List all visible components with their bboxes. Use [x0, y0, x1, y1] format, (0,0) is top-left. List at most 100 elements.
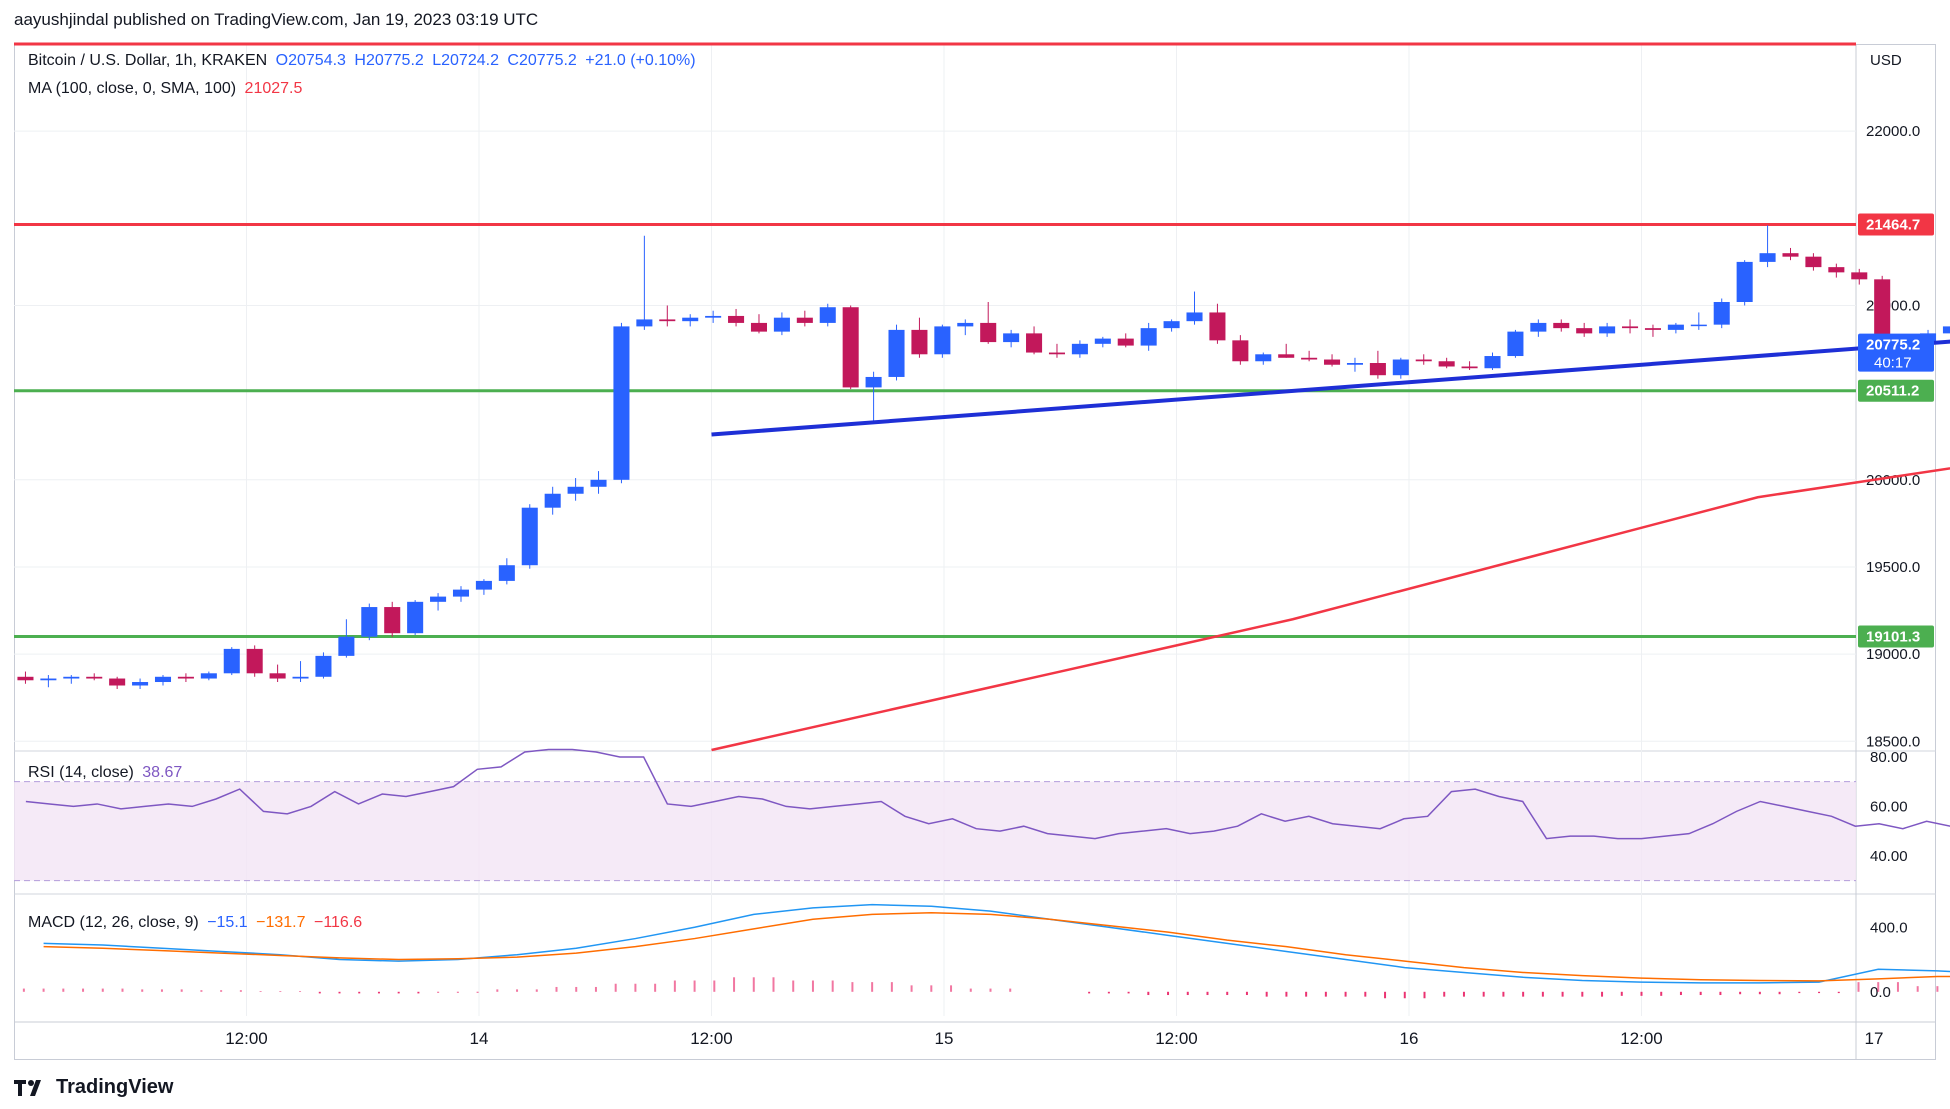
candle-body[interactable]: [590, 479, 607, 487]
symbol-name[interactable]: Bitcoin / U.S. Dollar, 1h, KRAKEN: [28, 52, 268, 69]
candle-body[interactable]: [1942, 326, 1950, 334]
brand-name[interactable]: TradingView: [56, 1076, 174, 1098]
price-axis-label-text: 21464.7: [1866, 216, 1920, 233]
candle-body[interactable]: [430, 596, 447, 602]
candle-body[interactable]: [498, 565, 515, 581]
candle-body[interactable]: [338, 636, 355, 656]
candle-body[interactable]: [384, 607, 401, 634]
candle-body[interactable]: [1026, 333, 1043, 353]
candle-body[interactable]: [888, 329, 905, 377]
candle-body[interactable]: [1874, 279, 1891, 348]
candle-body[interactable]: [246, 648, 263, 674]
candle-body[interactable]: [17, 676, 34, 681]
candle-body[interactable]: [1599, 326, 1616, 334]
candle-body[interactable]: [1003, 333, 1020, 343]
candle-body[interactable]: [842, 307, 859, 388]
candle-body[interactable]: [109, 678, 126, 686]
candle-body[interactable]: [911, 329, 928, 355]
candle-body[interactable]: [1461, 366, 1478, 369]
candle-body[interactable]: [1346, 363, 1363, 365]
candle-body[interactable]: [1278, 354, 1295, 358]
candle-body[interactable]: [223, 648, 240, 674]
candle-body[interactable]: [1392, 359, 1409, 376]
candle-body[interactable]: [200, 673, 217, 679]
candle-body[interactable]: [934, 326, 951, 355]
candle-body[interactable]: [1713, 301, 1730, 325]
candle-body[interactable]: [1232, 340, 1249, 362]
candle-body[interactable]: [1117, 338, 1134, 346]
candle-body[interactable]: [315, 655, 332, 677]
candle-body[interactable]: [728, 315, 745, 323]
candle-body[interactable]: [1255, 354, 1272, 362]
candle-body[interactable]: [1667, 324, 1684, 330]
rsi-line[interactable]: [25, 748, 1950, 869]
candle-body[interactable]: [1507, 331, 1524, 357]
candle-body[interactable]: [292, 676, 309, 679]
candle-body[interactable]: [1369, 363, 1386, 376]
candle-body[interactable]: [705, 315, 722, 318]
candle-body[interactable]: [40, 678, 57, 681]
candle-body[interactable]: [567, 486, 584, 494]
candle-body[interactable]: [63, 676, 80, 679]
candle-body[interactable]: [1324, 359, 1341, 365]
candle-body[interactable]: [819, 307, 836, 323]
candle-body[interactable]: [659, 319, 676, 322]
candle-body[interactable]: [1576, 328, 1593, 334]
candle-body[interactable]: [1782, 253, 1799, 257]
price-axis-label-text: 20775.2: [1866, 337, 1920, 354]
candle-body[interactable]: [154, 676, 172, 683]
candle-body[interactable]: [475, 580, 492, 590]
macd-signal-line[interactable]: [43, 911, 1950, 995]
candle-body[interactable]: [1163, 321, 1180, 329]
candle-body[interactable]: [613, 326, 630, 480]
candle-body[interactable]: [682, 317, 699, 322]
candle-body[interactable]: [1644, 328, 1661, 330]
candle-body[interactable]: [1484, 356, 1501, 369]
candle-body[interactable]: [1301, 357, 1318, 360]
price-axis-label[interactable]: [1858, 625, 1934, 648]
candle-body[interactable]: [1851, 272, 1868, 280]
candle-body[interactable]: [521, 507, 538, 566]
ma-line[interactable]: [711, 302, 1950, 752]
candle-body[interactable]: [796, 317, 813, 323]
candle-body[interactable]: [361, 607, 378, 637]
macd-value-2: −131.7: [256, 914, 306, 931]
candle-body[interactable]: [86, 676, 103, 679]
candle-body[interactable]: [269, 673, 286, 679]
candle-body[interactable]: [1759, 253, 1776, 262]
candle-body[interactable]: [177, 676, 194, 679]
candle-body[interactable]: [1805, 256, 1822, 268]
price-axis-label[interactable]: [1858, 213, 1934, 236]
ma-label[interactable]: MA (100, close, 0, SMA, 100): [28, 80, 237, 97]
rsi-label[interactable]: RSI (14, close): [28, 764, 134, 781]
macd-line[interactable]: [43, 903, 1950, 999]
candle-body[interactable]: [1553, 322, 1570, 329]
candle-body[interactable]: [1186, 312, 1203, 322]
candle-body[interactable]: [980, 322, 997, 343]
candle-body[interactable]: [1736, 261, 1753, 302]
candle-body[interactable]: [1622, 326, 1639, 329]
candle-body[interactable]: [132, 682, 149, 686]
price-axis-label[interactable]: [1858, 379, 1934, 402]
candle-body[interactable]: [773, 317, 790, 332]
candle-body[interactable]: [636, 319, 653, 327]
candle-body[interactable]: [407, 601, 424, 634]
price-axis-label[interactable]: [1858, 333, 1934, 372]
candle-body[interactable]: [1530, 322, 1547, 332]
candle-body[interactable]: [1209, 312, 1226, 341]
candle-body[interactable]: [1094, 338, 1111, 344]
candle-body[interactable]: [1828, 267, 1845, 273]
candle-body[interactable]: [452, 589, 470, 597]
candle-body[interactable]: [1071, 343, 1088, 355]
candle-body[interactable]: [544, 493, 561, 508]
macd-label[interactable]: MACD (12, 26, close, 9): [28, 914, 199, 931]
candle-body[interactable]: [750, 322, 768, 332]
candle-body[interactable]: [1048, 352, 1065, 355]
candle-body[interactable]: [1415, 359, 1432, 362]
candle-body[interactable]: [1140, 328, 1157, 346]
candle-body[interactable]: [1438, 361, 1455, 367]
candle-body[interactable]: [957, 322, 974, 327]
candle-body[interactable]: [1690, 324, 1707, 327]
candle-body[interactable]: [865, 376, 882, 388]
